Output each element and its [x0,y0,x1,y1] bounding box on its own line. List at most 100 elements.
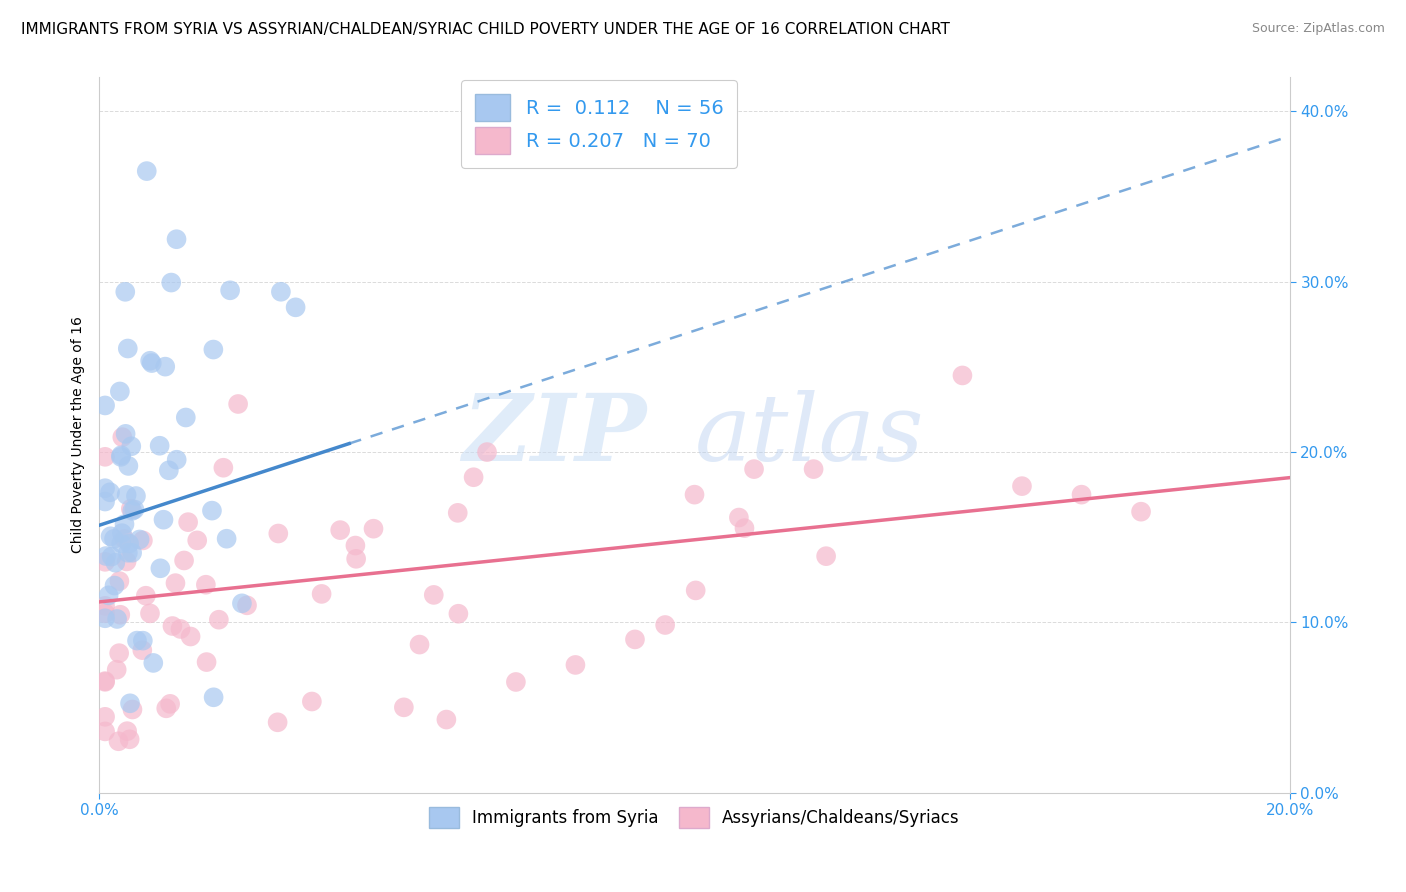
Point [125,489,148,503]
Point [284,301,307,315]
Point [742,462,765,476]
Point [120,501,142,516]
Point [94,399,117,413]
Point [118,536,141,550]
Point [105,612,128,626]
Point [120,439,142,453]
Point [131,643,153,657]
Point [392,700,415,714]
Point [173,553,195,567]
Point [267,526,290,541]
Point [132,633,155,648]
Point [94,607,117,621]
Point [174,410,197,425]
Text: IMMIGRANTS FROM SYRIA VS ASSYRIAN/CHALDEAN/SYRIAC CHILD POVERTY UNDER THE AGE OF: IMMIGRANTS FROM SYRIA VS ASSYRIAN/CHALDE… [21,22,950,37]
Point [728,510,751,524]
Point [311,587,333,601]
Point [152,513,174,527]
Point [363,522,385,536]
Point [301,694,323,708]
Point [118,696,141,710]
Point [162,619,184,633]
Point [94,555,117,569]
Point [100,529,122,543]
Point [149,561,172,575]
Point [201,503,224,517]
Point [103,578,125,592]
Point [475,445,498,459]
Point [166,452,188,467]
Point [94,494,117,508]
Point [654,618,676,632]
Point [160,276,183,290]
Point [125,633,148,648]
Point [94,724,117,739]
Point [94,549,117,563]
Point [166,232,188,246]
Point [215,532,238,546]
Legend: Immigrants from Syria, Assyrians/Chaldeans/Syriacs: Immigrants from Syria, Assyrians/Chaldea… [422,801,966,834]
Point [447,607,470,621]
Point [270,285,292,299]
Point [110,536,132,550]
Point [94,450,117,464]
Point [100,549,122,564]
Point [219,283,242,297]
Point [94,599,117,613]
Point [226,397,249,411]
Point [169,622,191,636]
Point [114,285,136,299]
Point [1070,488,1092,502]
Point [108,646,131,660]
Point [114,517,136,532]
Point [624,632,647,647]
Point [564,657,586,672]
Point [118,732,141,747]
Point [329,523,352,537]
Point [463,470,485,484]
Text: Source: ZipAtlas.com: Source: ZipAtlas.com [1251,22,1385,36]
Point [344,551,367,566]
Point [180,630,202,644]
Point [121,702,143,716]
Point [142,656,165,670]
Point [128,533,150,547]
Point [159,697,181,711]
Point [94,710,117,724]
Point [447,506,470,520]
Point [139,607,162,621]
Point [1011,479,1033,493]
Point [434,713,457,727]
Point [108,384,131,399]
Point [115,724,138,739]
Point [505,675,527,690]
Point [803,462,825,476]
Point [155,359,177,374]
Point [98,485,121,500]
Point [132,533,155,548]
Point [734,521,756,535]
Point [186,533,208,548]
Point [117,342,139,356]
Point [1130,505,1153,519]
Point [107,734,129,748]
Point [208,613,231,627]
Point [105,663,128,677]
Point [97,588,120,602]
Point [952,368,974,383]
Point [815,549,838,564]
Point [110,450,132,464]
Point [194,578,217,592]
Point [104,556,127,570]
Point [177,515,200,529]
Point [266,715,288,730]
Point [111,430,134,444]
Point [108,574,131,588]
Point [111,526,134,541]
Point [94,611,117,625]
Point [114,532,136,546]
Point [231,596,253,610]
Point [115,554,138,568]
Point [685,583,707,598]
Point [683,488,706,502]
